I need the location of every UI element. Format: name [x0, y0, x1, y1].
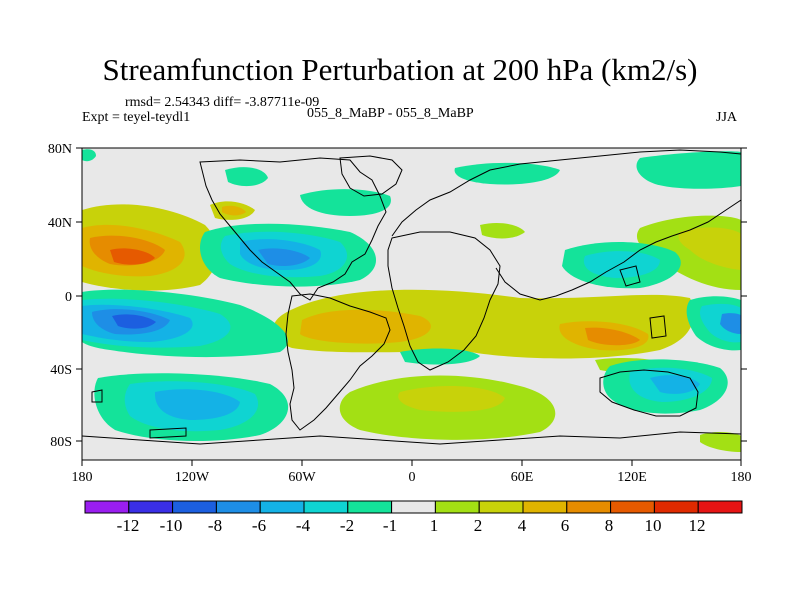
colorbar-label: 6 [560, 516, 570, 535]
coastline-south-america [285, 293, 391, 431]
colorbar-box [610, 500, 655, 514]
coastline-islands [91, 265, 667, 439]
colorbar-box [172, 500, 217, 514]
contour-neg-4 [650, 375, 700, 394]
colorbar-label: -8 [207, 516, 223, 535]
colorbar-box [347, 500, 393, 514]
lat-label: 40S [50, 363, 72, 378]
lat-ticks [76, 147, 747, 442]
contour-pos-4 [300, 309, 431, 344]
colorbar-label: -4 [295, 516, 311, 535]
lon-label: 180 [731, 470, 752, 485]
colorbar-label: -1 [382, 516, 398, 535]
coastline-greenland [339, 155, 403, 197]
lat-label: 0 [65, 290, 72, 305]
lon-label: 120E [617, 470, 647, 485]
contour-neg-2 [583, 251, 660, 278]
colorbar-box [478, 500, 524, 514]
colorbar-label: 8 [604, 516, 614, 535]
colorbar-label: -12 [116, 516, 140, 535]
colorbar-box [215, 500, 261, 514]
colorbar-box [522, 500, 568, 514]
colorbar-box [566, 500, 612, 514]
coastline-australia [599, 369, 699, 417]
rmsd-stats: rmsd= 2.54343 diff= -3.87711e-09 [125, 95, 320, 110]
contour-pos-4 [678, 227, 741, 270]
contour-neg-4 [154, 389, 240, 420]
colorbar-box [259, 500, 305, 514]
colorbar-label: 10 [644, 516, 662, 535]
coastline-eurasia [391, 149, 741, 301]
contour-neg-1 [454, 162, 560, 185]
colorbar-box [84, 500, 130, 514]
lon-ticks [81, 460, 742, 466]
lat-label: 40N [48, 216, 72, 231]
colorbar [84, 500, 743, 514]
contour-neg-6 [720, 313, 741, 334]
season-label: JJA [716, 110, 738, 125]
contour-neg-8 [112, 314, 156, 329]
lon-label: 0 [409, 470, 416, 485]
colorbar-label: -2 [339, 516, 355, 535]
colorbar-label: -6 [251, 516, 267, 535]
lon-label: 60E [511, 470, 534, 485]
contour-neg-6 [258, 248, 310, 266]
colorbar-box [653, 500, 699, 514]
lat-label: 80S [50, 435, 72, 450]
coastline-north-america [199, 157, 387, 301]
colorbar-label: 12 [688, 516, 706, 535]
lon-label: 60W [288, 470, 316, 485]
case-label: 055_8_MaBP - 055_8_MaBP [307, 106, 474, 121]
coastline-africa [387, 231, 501, 371]
map-title: Streamfunction Perturbation at 200 hPa (… [102, 52, 698, 87]
contour-neg-1 [636, 151, 741, 189]
continent-outlines [82, 149, 741, 445]
colorbar-box [128, 500, 174, 514]
colorbar-box [434, 500, 480, 514]
contour-pos-6 [585, 327, 640, 346]
contour-pos-2 [480, 222, 525, 239]
colorbar-box [303, 500, 349, 514]
contour-neg-1 [82, 149, 96, 162]
lon-label: 180 [72, 470, 93, 485]
colorbar-label: 1 [429, 516, 439, 535]
contour-pos-2 [700, 432, 741, 452]
contour-fields [82, 149, 741, 452]
colorbar-label: -10 [159, 516, 183, 535]
contour-pos-8 [110, 248, 155, 265]
colorbar-box [391, 500, 436, 514]
colorbar-box [697, 500, 743, 514]
colorbar-label: 4 [517, 516, 527, 535]
contour-pos-4 [398, 386, 505, 412]
contour-neg-1 [225, 167, 268, 187]
colorbar-label: 2 [473, 516, 483, 535]
coastline-antarctica [82, 431, 741, 445]
experiment-label: Expt = teyel-teydl1 [82, 110, 191, 125]
lon-label: 120W [175, 470, 210, 485]
contour-pos-4 [222, 205, 246, 216]
lat-label: 80N [48, 142, 72, 157]
